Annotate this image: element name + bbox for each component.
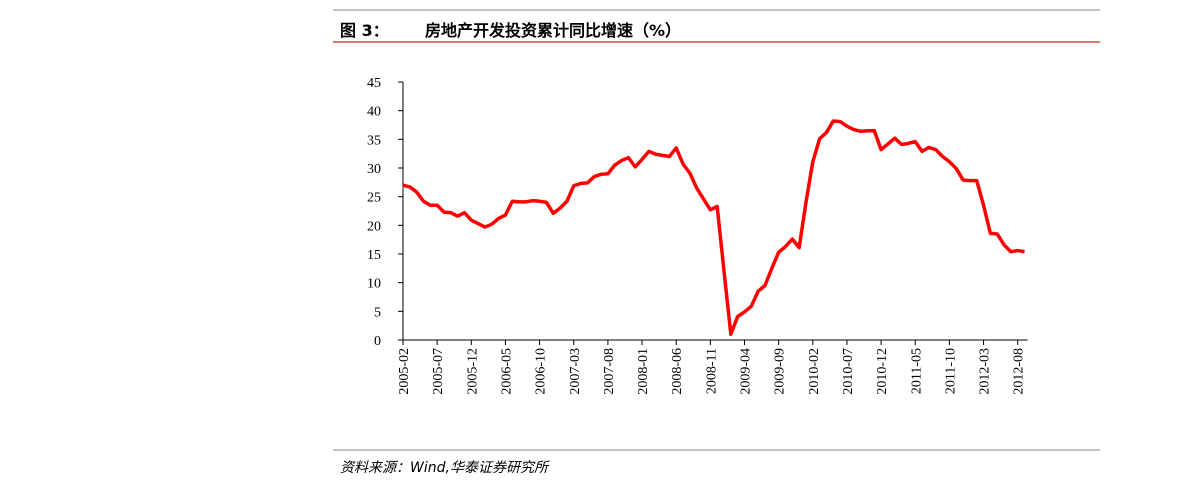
figure-label: 图 3： (340, 21, 389, 40)
y-tick-label: 25 (367, 191, 381, 206)
x-tick-label: 2010-12 (875, 348, 890, 395)
x-tick-label: 2011-10 (943, 348, 958, 394)
x-tick-label: 2007-08 (602, 348, 617, 395)
x-tick-label: 2009-04 (739, 348, 754, 395)
y-tick-label: 20 (367, 219, 381, 234)
x-tick-label: 2008-11 (704, 348, 719, 394)
x-tick-label: 2005-07 (431, 348, 446, 395)
x-tick-label: 2008-01 (636, 348, 651, 395)
x-tick-label: 2007-03 (568, 348, 583, 395)
y-tick-label: 5 (374, 305, 381, 320)
y-tick-label: 45 (367, 76, 381, 91)
x-tick-label: 2005-02 (397, 348, 412, 395)
x-tick-label: 2005-12 (465, 348, 480, 395)
x-tick-label: 2006-05 (499, 348, 514, 395)
y-tick-label: 35 (367, 133, 381, 148)
y-tick-label: 30 (367, 162, 381, 177)
y-tick-label: 10 (367, 277, 381, 292)
chart-title: 房地产开发投资累计同比增速（%） (425, 21, 681, 40)
x-tick-label: 2006-10 (534, 348, 549, 395)
x-tick-label: 2008-06 (670, 348, 685, 395)
x-tick-label: 2009-09 (773, 348, 788, 395)
y-tick-label: 40 (367, 105, 381, 120)
source-note: 资料来源：Wind,华泰证券研究所 (340, 460, 550, 476)
x-tick-label: 2012-08 (1012, 348, 1027, 395)
data-line (402, 119, 1025, 337)
y-tick-label: 15 (367, 248, 381, 263)
y-tick-label: 0 (374, 334, 381, 349)
x-tick-label: 2010-02 (807, 348, 822, 395)
x-tick-label: 2010-07 (841, 348, 856, 395)
x-tick-label: 2012-03 (978, 348, 993, 395)
x-tick-label: 2011-05 (909, 348, 924, 394)
